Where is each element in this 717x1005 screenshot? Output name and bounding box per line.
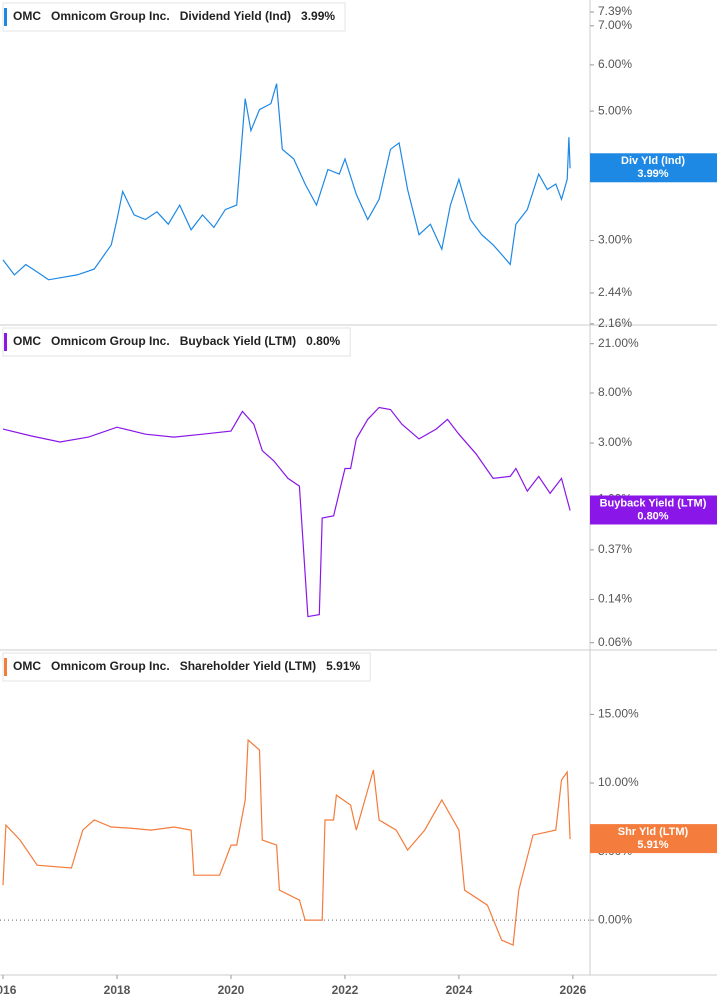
ticker: OMC [13, 9, 41, 23]
ticker: OMC [13, 659, 41, 673]
y-tick-label: 0.06% [598, 635, 632, 649]
legend-box [2, 652, 371, 682]
x-tick-label: 2024 [446, 983, 473, 997]
y-tick-label: 0.14% [598, 592, 632, 606]
y-tick-label: 0.00% [598, 912, 632, 926]
x-tick-label: 2018 [104, 983, 131, 997]
y-tick-label: 3.00% [598, 435, 632, 449]
y-tick-label: 7.00% [598, 18, 632, 32]
legend-swatch [4, 658, 7, 676]
y-tick-label: 6.00% [598, 57, 632, 71]
x-tick-label: 2016 [0, 983, 17, 997]
current-value-label: 3.99% [637, 168, 668, 180]
legend: OMC Omnicom Group Inc. Shareholder Yield (… [2, 652, 371, 682]
legend-box [2, 327, 351, 357]
company: Omnicom Group Inc. [51, 334, 170, 348]
x-tick-label: 2026 [560, 983, 587, 997]
legend-value: 5.91% [326, 659, 360, 673]
series-name: Dividend Yield (Ind) [180, 9, 291, 23]
legend-swatch [4, 8, 7, 26]
series-line [2, 738, 571, 946]
legend-swatch [4, 333, 7, 351]
y-tick-label: 2.44% [598, 285, 632, 299]
current-value-box [590, 153, 717, 183]
legend: OMC Omnicom Group Inc. Buyback Yield (LTM)… [2, 327, 351, 357]
current-label: Shr Yld (LTM) [618, 826, 689, 838]
current-value-label: 5.91% [637, 839, 668, 851]
current-value-label: 0.80% [637, 510, 668, 522]
company: Omnicom Group Inc. [51, 659, 170, 673]
current-label: Buyback Yield (LTM) [600, 497, 707, 509]
y-tick-label: 10.00% [598, 775, 639, 789]
current-label: Div Yld (Ind) [621, 155, 685, 167]
y-tick-label: 0.37% [598, 542, 632, 556]
legend-value: 3.99% [301, 9, 335, 23]
series-line [2, 83, 571, 281]
y-tick-label: 3.00% [598, 233, 632, 247]
y-tick-label: 7.39% [598, 4, 632, 18]
series-name: Buyback Yield (LTM) [180, 334, 296, 348]
company: Omnicom Group Inc. [51, 9, 170, 23]
series-name: Shareholder Yield (LTM) [180, 659, 316, 673]
x-tick-label: 2020 [218, 983, 245, 997]
legend-value: 0.80% [306, 334, 340, 348]
legend-box [2, 2, 346, 32]
series-line [2, 406, 571, 618]
current-value-box [590, 824, 717, 854]
y-tick-label: 21.00% [598, 336, 639, 350]
y-tick-label: 8.00% [598, 385, 632, 399]
ticker: OMC [13, 334, 41, 348]
legend: OMC Omnicom Group Inc. Dividend Yield (Ind… [2, 2, 346, 32]
y-tick-label: 15.00% [598, 707, 639, 721]
y-tick-label: 2.16% [598, 316, 632, 330]
current-value-box [590, 495, 717, 525]
y-tick-label: 5.00% [598, 103, 632, 117]
x-tick-label: 2022 [332, 983, 359, 997]
